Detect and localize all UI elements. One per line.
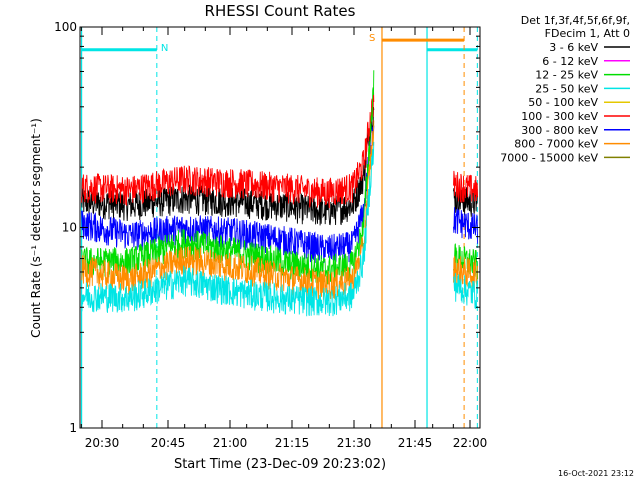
legend-entry-label: 300 - 800 keV: [521, 124, 598, 137]
legend-header-line: Det 1f,3f,4f,5f,6f,9f,: [521, 14, 630, 27]
series-line-800to7000keV: [81, 120, 375, 301]
legend-entry-label: 800 - 7000 keV: [514, 138, 598, 151]
x-tick-label: 21:15: [275, 436, 310, 450]
series-line-after-gap-800to7000keV: [453, 256, 479, 290]
series-line-after-gap-12to25keV: [453, 243, 479, 280]
annotation-label-N: N: [161, 43, 168, 54]
series-line-after-gap-100to300keV: [453, 170, 479, 203]
chart-title: RHESSI Count Rates: [205, 2, 356, 20]
y-axis-label: Count Rate (s⁻¹ detector segment⁻¹): [29, 118, 43, 338]
x-tick-label: 21:00: [213, 436, 248, 450]
series-line-300to800keV: [81, 125, 375, 264]
plot-area: NS: [80, 27, 479, 428]
series-line-3to6keV: [81, 107, 375, 226]
y-tick-label: 100: [54, 20, 77, 34]
legend-entry-label: 12 - 25 keV: [535, 69, 598, 82]
x-tick-label: 21:45: [398, 436, 433, 450]
y-tick-label: 10: [62, 221, 77, 235]
legend-entry-label: 6 - 12 keV: [542, 55, 598, 68]
series-line-after-gap-300to800keV: [453, 207, 479, 244]
series-line-after-gap-25to50keV: [453, 272, 479, 310]
legend: Det 1f,3f,4f,5f,6f,9f,FDecim 1, Att 03 -…: [500, 14, 630, 164]
series-line-100to300keV: [81, 89, 375, 209]
legend-header-line: FDecim 1, Att 0: [545, 27, 630, 40]
x-tick-label: 22:00: [453, 436, 488, 450]
series-line-25to50keV: [81, 141, 375, 317]
legend-entry-label: 50 - 100 keV: [528, 96, 598, 109]
x-tick-label: 21:30: [337, 436, 372, 450]
y-tick-label: 1: [69, 421, 77, 435]
x-tick-label: 20:45: [151, 436, 186, 450]
legend-entry-label: 7000 - 15000 keV: [500, 151, 598, 164]
x-tick-label: 20:30: [85, 436, 120, 450]
legend-entry-label: 3 - 6 keV: [549, 41, 598, 54]
footer-timestamp: 16-Oct-2021 23:12: [558, 469, 634, 478]
legend-entry-label: 100 - 300 keV: [521, 110, 598, 123]
axes: 1 10 100 20:30 20:45 21:00 21:15 21:30 21:45 22:0…: [54, 20, 487, 450]
x-axis-label: Start Time (23-Dec-09 20:23:02): [174, 457, 386, 472]
annotation-label-S: S: [369, 33, 375, 44]
legend-entry-label: 25 - 50 keV: [535, 82, 598, 95]
